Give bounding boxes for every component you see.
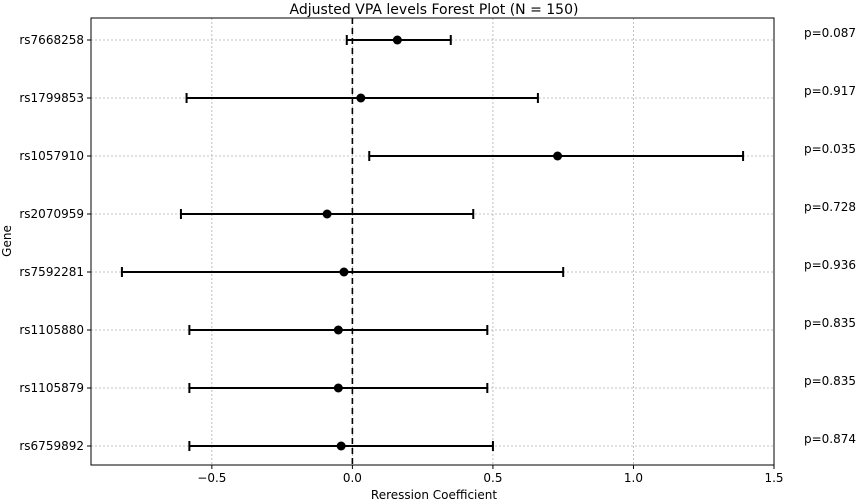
estimate-point	[333, 383, 343, 393]
estimate-point	[356, 93, 366, 103]
p-value-label: p=0.087	[804, 26, 856, 40]
p-value-label: p=0.035	[804, 142, 856, 156]
grid	[91, 18, 775, 465]
p-value-label: p=0.917	[804, 84, 856, 98]
p-value-label: p=0.835	[804, 316, 856, 330]
x-axis-label: Reression Coefficient	[371, 488, 497, 502]
x-axis: −0.5 0.0 0.5 1.0 1.5	[197, 465, 784, 485]
estimate-point	[333, 325, 343, 335]
plot-frame	[90, 17, 775, 466]
x-tick-label: 1.0	[624, 471, 643, 485]
y-axis-label: Gene	[0, 225, 14, 257]
estimate-point	[322, 209, 332, 219]
estimate-point	[336, 441, 346, 451]
y-tick-label: rs1105880	[19, 323, 84, 337]
estimate-point	[553, 151, 563, 161]
p-value-label: p=0.936	[804, 258, 856, 272]
x-tick-label: 0.0	[343, 471, 362, 485]
p-value-label: p=0.874	[804, 432, 856, 446]
y-tick-label: rs6759892	[19, 439, 84, 453]
p-values: p=0.087 p=0.917 p=0.035 p=0.728 p=0.936 p=0.8…	[804, 26, 856, 446]
y-tick-label: rs1799853	[19, 91, 84, 105]
y-tick-label: rs7592281	[19, 265, 84, 279]
x-tick-label: −0.5	[197, 471, 226, 485]
y-tick-label: rs2070959	[19, 207, 84, 221]
x-tick-label: 1.5	[764, 471, 783, 485]
estimate-point	[392, 35, 402, 45]
p-value-label: p=0.728	[804, 200, 856, 214]
p-value-label: p=0.835	[804, 374, 856, 388]
y-tick-label: rs7668258	[19, 33, 84, 47]
estimate-point	[339, 267, 349, 277]
marks	[120, 35, 745, 451]
y-tick-label: rs1105879	[19, 381, 84, 395]
x-tick-label: 0.5	[483, 471, 502, 485]
y-tick-label: rs1057910	[19, 149, 84, 163]
y-axis: rs7668258 rs1799853 rs1057910 rs2070959 rs75…	[19, 33, 91, 453]
chart-title: Adjusted VPA levels Forest Plot (N = 150…	[290, 2, 579, 18]
